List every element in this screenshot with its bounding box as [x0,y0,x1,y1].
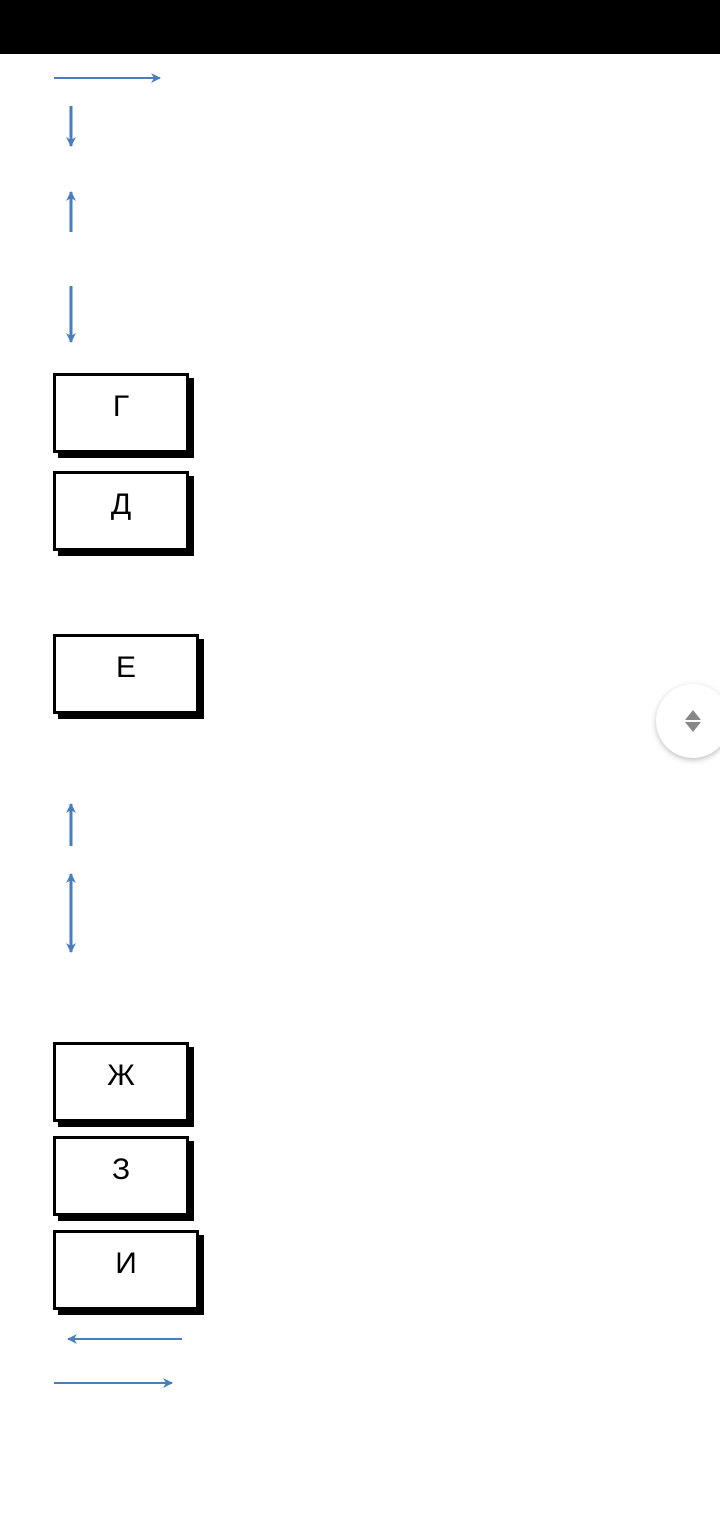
node-e: Е [53,634,199,714]
node-zh-label: Ж [107,1059,135,1093]
node-g: Г [53,373,189,453]
arrow-left-1-svg [0,1322,250,1362]
chevron-up-icon [685,710,701,720]
arrow-updown-svg [0,860,200,970]
scroll-handle[interactable] [656,684,720,758]
node-d: Д [53,471,189,551]
node-zh: Ж [53,1042,189,1122]
arrow-up-2-svg [0,790,200,860]
chevron-down-icon [685,722,701,732]
node-z: З [53,1136,189,1216]
arrow-right-2-svg [0,1366,250,1406]
node-i: И [53,1230,199,1310]
node-z-label: З [112,1153,130,1187]
diagram-canvas: Г Д Е Ж З И [0,54,720,1520]
node-e-label: Е [116,651,136,685]
node-i-label: И [115,1247,137,1281]
node-g-label: Г [113,390,129,424]
status-bar [0,0,720,54]
node-d-label: Д [111,488,131,522]
